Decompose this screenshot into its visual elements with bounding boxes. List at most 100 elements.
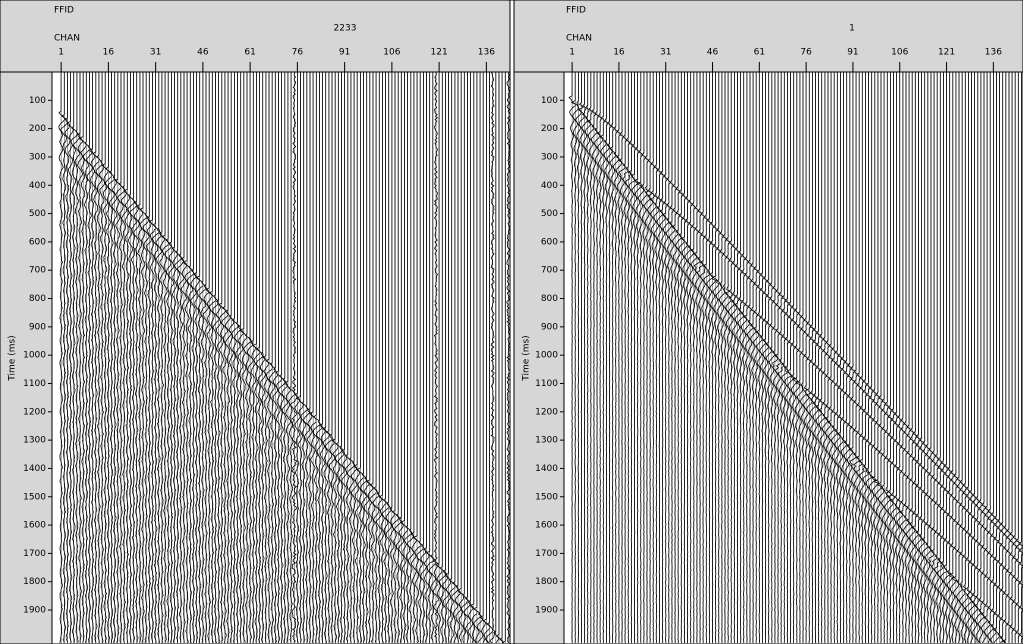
wiggle	[495, 72, 504, 643]
wiggle	[778, 72, 785, 643]
wiggle	[831, 72, 838, 643]
wiggle	[659, 72, 666, 643]
wiggle	[347, 72, 355, 644]
wiggle	[435, 72, 443, 643]
wiggle	[64, 72, 71, 643]
y-tick-label: 400	[541, 181, 558, 191]
wiggle	[217, 72, 226, 643]
y-tick-label: 1100	[23, 379, 46, 389]
wiggle	[794, 72, 803, 643]
wiggle	[625, 72, 632, 643]
wiggle	[693, 72, 701, 644]
wiggle	[800, 72, 807, 643]
y-tick-label: 1900	[535, 606, 558, 616]
wiggle	[117, 72, 126, 644]
x-tick-label: 16	[103, 48, 115, 58]
wiggle	[709, 72, 718, 643]
wiggle	[951, 72, 960, 643]
plot-area	[51, 71, 511, 644]
wiggle	[640, 72, 648, 643]
wiggle	[899, 72, 907, 643]
wiggle	[843, 72, 850, 643]
wiggle	[990, 72, 997, 644]
y-tick-label: 800	[29, 294, 46, 304]
wiggle	[482, 72, 491, 643]
y-axis-label: Time (ms)	[8, 335, 18, 381]
wiggle	[277, 72, 286, 643]
y-tick-label: 800	[541, 294, 558, 304]
wiggle	[809, 72, 816, 643]
wiggle	[300, 72, 309, 643]
y-tick-label: 300	[541, 152, 558, 162]
wiggle	[753, 72, 760, 643]
panel-divider	[509, 0, 515, 644]
wiggle	[817, 72, 826, 643]
wiggle	[344, 72, 352, 643]
x-tick-label: 91	[847, 48, 858, 58]
wiggle	[790, 72, 799, 643]
wiggle	[940, 72, 948, 643]
wiggle	[247, 72, 254, 643]
traces	[58, 71, 511, 644]
wiggle	[60, 72, 68, 643]
y-tick-label: 1200	[23, 407, 46, 417]
wiggle	[653, 72, 660, 644]
wiggle	[762, 72, 769, 643]
wiggle	[784, 72, 792, 643]
wiggle	[448, 72, 456, 644]
wiggle	[841, 72, 848, 643]
wiggle	[1006, 72, 1012, 643]
wiggle	[389, 72, 395, 643]
x-tick-label: 136	[478, 48, 495, 58]
wiggle	[812, 72, 819, 643]
wiggle	[765, 72, 773, 643]
y-tick-label: 1700	[23, 549, 46, 559]
wiggle	[393, 72, 402, 644]
wiggle	[70, 72, 79, 643]
wiggle	[410, 72, 417, 643]
wiggle	[680, 72, 688, 643]
x-tick-label: 76	[292, 48, 304, 58]
wiggle	[432, 71, 440, 643]
x-tick-label: 31	[660, 48, 671, 58]
wiggle	[755, 72, 763, 643]
wiggle	[806, 72, 813, 643]
wiggle	[706, 72, 714, 643]
y-axis-gutter	[0, 71, 53, 644]
wiggle	[946, 72, 955, 643]
y-tick-label: 1800	[23, 577, 46, 587]
wiggle	[499, 72, 505, 644]
wiggle	[728, 72, 735, 643]
wiggle	[221, 72, 229, 644]
wiggle	[965, 72, 972, 643]
y-tick-label: 1900	[23, 606, 46, 616]
wiggle	[174, 72, 182, 643]
wiggle	[603, 72, 611, 643]
wiggle	[289, 71, 298, 644]
wiggle	[662, 72, 670, 643]
x-tick-label: 46	[707, 48, 719, 58]
wiggle	[155, 72, 163, 643]
wiggle	[58, 72, 66, 643]
wiggle	[146, 72, 152, 643]
ffid-value: 2233	[334, 24, 357, 34]
wiggle	[622, 72, 629, 643]
wiggle	[82, 72, 90, 644]
y-tick-label: 1300	[23, 436, 46, 446]
wiggle	[903, 72, 910, 643]
wiggle	[921, 72, 929, 643]
wiggle	[212, 72, 220, 644]
wiggle	[853, 72, 860, 643]
ffid-value: 1	[849, 24, 855, 34]
wiggle	[72, 72, 81, 644]
wiggle	[381, 72, 390, 644]
x-tick-label: 91	[339, 48, 350, 58]
wiggle	[925, 72, 932, 643]
wiggle	[633, 72, 642, 643]
wiggle	[711, 72, 721, 643]
wiggle	[167, 72, 175, 644]
x-tick-label: 31	[150, 48, 161, 58]
wiggle	[460, 72, 469, 644]
traces	[568, 72, 1023, 644]
wiggle	[849, 72, 857, 643]
